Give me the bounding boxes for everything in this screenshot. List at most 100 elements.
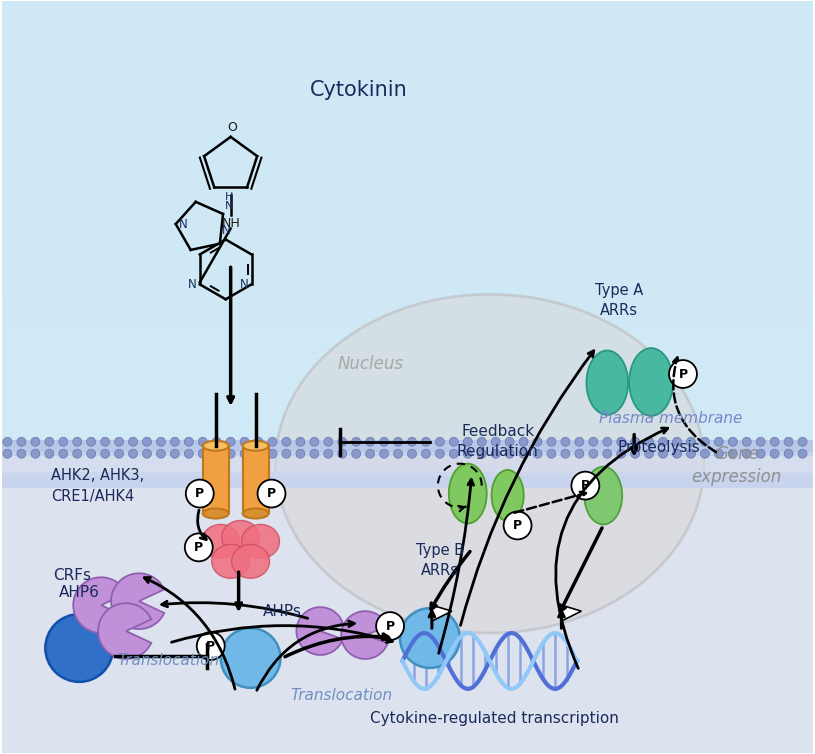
Circle shape [588,449,597,458]
Circle shape [73,437,82,446]
Circle shape [603,449,612,458]
Circle shape [672,449,681,458]
Circle shape [435,449,444,458]
Circle shape [156,437,165,446]
Circle shape [631,437,640,446]
Circle shape [380,437,389,446]
Circle shape [505,449,514,458]
Circle shape [408,437,416,446]
Text: P: P [267,487,276,500]
Bar [2,452,813,476]
Circle shape [86,449,95,458]
Text: Translocation: Translocation [290,688,393,703]
Circle shape [686,437,695,446]
Circle shape [729,449,738,458]
Circle shape [186,480,214,507]
Circle shape [700,437,709,446]
Circle shape [366,437,375,446]
Circle shape [435,437,444,446]
Text: H
N: H N [225,192,233,211]
Polygon shape [2,429,813,444]
Circle shape [617,437,626,446]
Bar [203,446,229,513]
Circle shape [603,437,612,446]
Circle shape [240,449,249,458]
Polygon shape [2,414,813,429]
Text: P: P [581,479,590,492]
Polygon shape [2,370,813,385]
Circle shape [421,437,430,446]
Circle shape [310,449,319,458]
Circle shape [463,437,472,446]
Circle shape [571,472,599,500]
Circle shape [254,449,263,458]
Circle shape [3,437,12,446]
Circle shape [561,437,570,446]
Ellipse shape [212,544,249,578]
Ellipse shape [449,464,487,523]
Circle shape [170,437,179,446]
Circle shape [46,614,113,682]
Bar [243,446,268,513]
Ellipse shape [243,441,268,451]
Text: N: N [222,223,231,237]
Circle shape [143,437,152,446]
Circle shape [170,449,179,458]
Text: N: N [240,277,249,291]
Circle shape [59,449,68,458]
Circle shape [240,437,249,446]
Text: P: P [678,367,688,381]
Circle shape [129,449,138,458]
Text: N: N [188,277,196,291]
Text: Nucleus: Nucleus [337,355,403,373]
Circle shape [478,449,487,458]
Circle shape [227,437,236,446]
Circle shape [798,449,807,458]
Ellipse shape [629,348,673,416]
Circle shape [258,480,285,507]
Wedge shape [73,578,126,633]
Circle shape [59,437,68,446]
Bar [2,472,813,488]
Circle shape [198,437,207,446]
Circle shape [449,449,458,458]
Circle shape [798,437,807,446]
Circle shape [352,437,361,446]
Circle shape [756,437,765,446]
Circle shape [547,449,556,458]
Circle shape [296,437,305,446]
Wedge shape [98,603,152,659]
Bar [2,440,813,455]
Ellipse shape [275,294,704,633]
Ellipse shape [584,467,622,525]
Circle shape [366,449,375,458]
Circle shape [659,437,667,446]
Circle shape [115,437,124,446]
Circle shape [784,449,793,458]
Polygon shape [2,385,813,400]
Circle shape [115,449,124,458]
Circle shape [400,608,460,668]
Circle shape [408,449,416,458]
Polygon shape [432,605,452,621]
Ellipse shape [203,508,229,519]
Ellipse shape [241,525,280,558]
Text: N: N [178,218,187,231]
Circle shape [561,449,570,458]
Circle shape [575,449,584,458]
Circle shape [756,449,765,458]
Ellipse shape [491,470,524,521]
Circle shape [17,449,26,458]
Circle shape [729,437,738,446]
Ellipse shape [243,508,268,519]
Ellipse shape [231,544,270,578]
Circle shape [212,449,221,458]
Text: P: P [194,541,203,554]
Circle shape [185,533,213,561]
Wedge shape [297,607,343,655]
Text: Cytokinin: Cytokinin [311,80,408,100]
Circle shape [394,449,403,458]
Circle shape [337,437,346,446]
Wedge shape [341,611,388,659]
Circle shape [645,437,654,446]
